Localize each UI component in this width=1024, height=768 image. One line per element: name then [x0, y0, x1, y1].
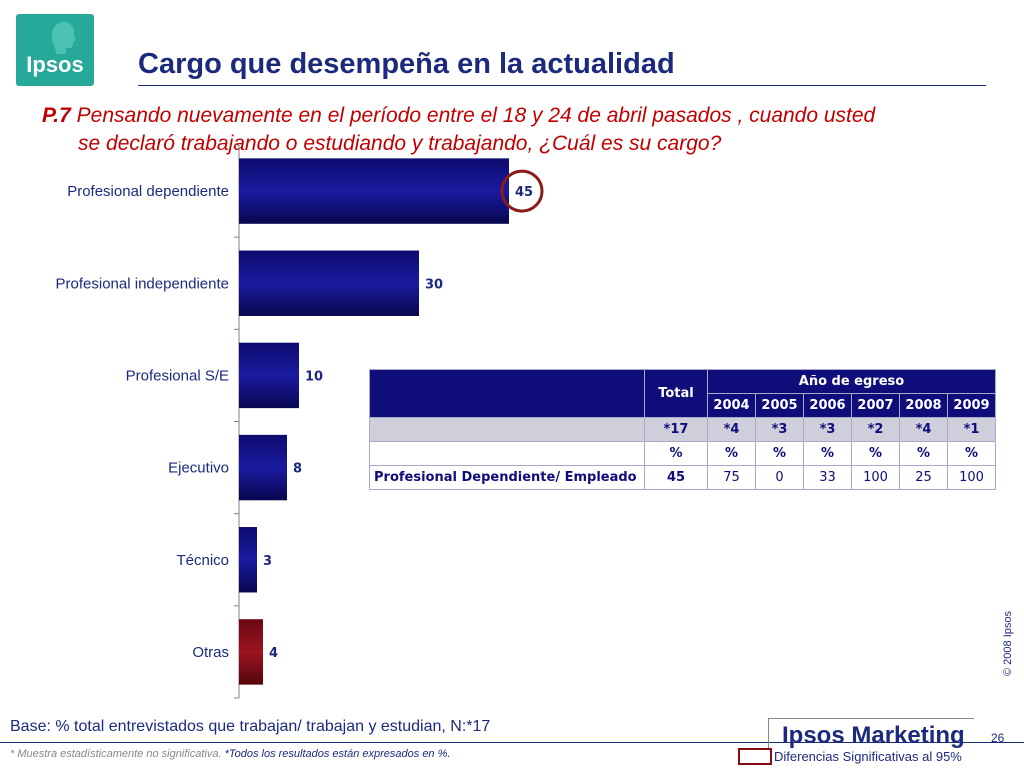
bar: [239, 158, 509, 224]
bar: [239, 527, 257, 593]
percent-cell: %: [707, 441, 756, 466]
question-line1: Pensando nuevamente en el período entre …: [70, 104, 876, 127]
table-cell: 75: [707, 465, 756, 490]
question-number: P.7: [42, 104, 71, 127]
year-group-header: Año de egreso: [707, 369, 996, 394]
percent-cell: %: [899, 441, 948, 466]
significance-legend-label: Diferencias Significativas al 95%: [774, 749, 962, 764]
base-cell: *4: [707, 417, 756, 442]
percent-cell: %: [644, 441, 708, 466]
ipsos-logo: Ipsos: [16, 14, 94, 86]
significance-legend-swatch: [738, 748, 772, 765]
category-label: Profesional dependiente: [67, 183, 229, 200]
category-label: Profesional independiente: [56, 275, 229, 292]
bar: [239, 342, 299, 409]
base-cell: *3: [803, 417, 852, 442]
table-cell: 33: [803, 465, 852, 490]
brand-box: [768, 718, 974, 749]
table-cell: 25: [899, 465, 948, 490]
year-header-row: 2004 2005 2006 2007 2008 2009: [370, 393, 996, 418]
base-cell: *2: [851, 417, 900, 442]
percent-cell: %: [755, 441, 804, 466]
total-header: Total: [644, 369, 708, 418]
base-cell: *17: [644, 417, 708, 442]
highlight-circle: [500, 169, 544, 213]
footnote-sample: * Muestra estadísticamente no significat…: [10, 748, 222, 760]
table-row: Profesional Dependiente/ Empleado 45 75 0 3…: [369, 465, 996, 490]
footnote: * Muestra estadísticamente no significat…: [10, 748, 450, 760]
year-header: 2009: [947, 393, 996, 418]
year-header: 2005: [755, 393, 804, 418]
data-label: 8: [293, 462, 302, 477]
base-row: *17 *4 *3 *3 *2 *4 *1: [369, 417, 996, 442]
percent-row: %%%%%%%: [369, 441, 996, 466]
percent-cell: %: [947, 441, 996, 466]
year-header: 2004: [707, 393, 756, 418]
bar: [239, 434, 287, 501]
breakdown-table: Total Año de egreso 2004 2005 2006 2007 2008…: [369, 369, 996, 490]
category-label: Técnico: [176, 552, 229, 569]
percent-cell: %: [851, 441, 900, 466]
footnote-percent: *Todos los resultados están expresados e…: [221, 748, 451, 760]
table-cell: 100: [947, 465, 996, 490]
table-corner: [369, 369, 645, 418]
bar: [239, 619, 263, 685]
data-label: 45: [515, 185, 533, 200]
row-label: Profesional Dependiente/ Empleado: [369, 465, 645, 490]
category-label: Profesional S/E: [126, 367, 229, 384]
base-cell: *4: [899, 417, 948, 442]
data-label: 30: [425, 277, 443, 292]
data-label: 4: [269, 646, 278, 661]
data-label: 10: [305, 369, 323, 384]
bar: [239, 250, 419, 316]
base-row-label: [369, 417, 645, 442]
base-note: Base: % total entrevistados que trabajan…: [10, 718, 491, 735]
page-title: Cargo que desempeña en la actualidad: [138, 48, 675, 80]
footer-divider: [0, 742, 1024, 743]
percent-cell: %: [803, 441, 852, 466]
category-label: Ejecutivo: [168, 460, 229, 477]
logo-text: Ipsos: [26, 52, 84, 77]
year-header: 2006: [803, 393, 852, 418]
page-number: 26: [991, 731, 1005, 745]
copyright: © 2008 Ipsos: [1002, 611, 1014, 676]
table-cell: 100: [851, 465, 900, 490]
table-cell: 45: [644, 465, 708, 490]
year-header: 2007: [851, 393, 900, 418]
category-label: Otras: [192, 644, 229, 661]
title-divider: [138, 85, 986, 86]
data-label: 3: [263, 554, 272, 569]
percent-row-label: [369, 441, 645, 466]
brand-name: Ipsos Marketing: [782, 722, 965, 749]
table-cell: 0: [755, 465, 804, 490]
head-silhouette-icon: [52, 22, 76, 54]
base-cell: *3: [755, 417, 804, 442]
base-cell: *1: [947, 417, 996, 442]
year-header: 2008: [899, 393, 948, 418]
